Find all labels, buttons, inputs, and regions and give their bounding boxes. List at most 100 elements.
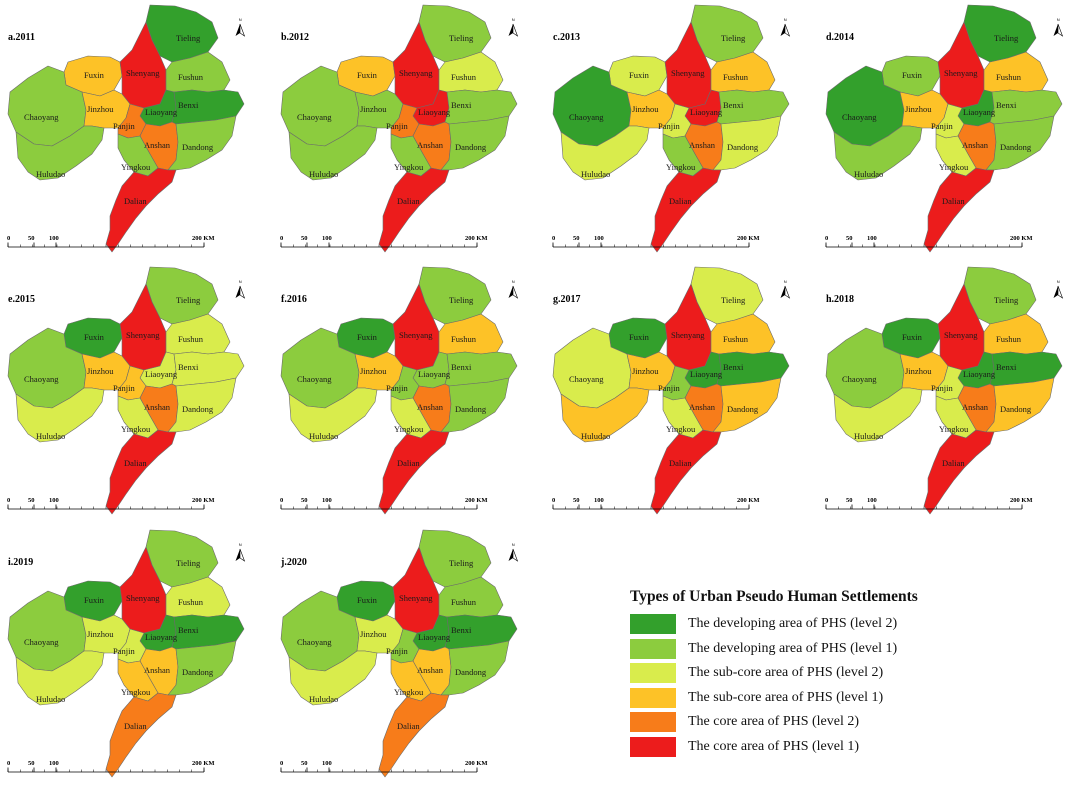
city-label-fuxin: Fuxin (357, 70, 378, 80)
region-dalian (378, 692, 450, 778)
legend-swatch (630, 663, 676, 684)
panel-title: c.2013 (553, 32, 580, 43)
legend-item-dev1: The developing area of PHS (level 1) (630, 637, 1030, 662)
scale-tick-label: 0 (825, 235, 828, 242)
scale-tick-label: 200 KM (1010, 497, 1033, 504)
scale-tick-label: 0 (825, 497, 828, 504)
city-label-fuxin: Fuxin (629, 70, 650, 80)
legend-items: The developing area of PHS (level 2) The … (630, 612, 1030, 759)
scale-tick-label: 0 (7, 235, 10, 242)
city-label-dandong: Dandong (182, 142, 214, 152)
city-label-jinzhou: Jinzhou (905, 104, 932, 114)
city-label-benxi: Benxi (996, 362, 1017, 372)
scale-tick-label: 50 (28, 235, 35, 242)
city-label-huludao: Huludao (581, 169, 610, 179)
scale-tick-label: 100 (867, 497, 877, 504)
city-label-fushun: Fushun (723, 72, 749, 82)
scale-tick-label: 0 (280, 760, 283, 767)
city-label-tieling: Tieling (721, 33, 746, 43)
scale-tick-label: 100 (49, 760, 59, 767)
scale-bar: 0 50 100 200 KM (7, 235, 215, 248)
city-label-chaoyang: Chaoyang (569, 112, 604, 122)
scale-tick-label: 50 (573, 497, 580, 504)
legend-item-dev2: The developing area of PHS (level 2) (630, 612, 1030, 637)
scale-tick-label: 200 KM (192, 497, 215, 504)
region-dalian (105, 167, 177, 253)
north-label: N (239, 279, 242, 284)
city-label-anshan: Anshan (144, 402, 171, 412)
map-panel-h-2018: h.2018 Tieling Fuxin Shenyang Fushun Chaoyang… (818, 262, 1065, 522)
region-dandong (712, 115, 782, 171)
city-label-huludao: Huludao (854, 431, 883, 441)
panel-title: g.2017 (553, 294, 581, 305)
legend-label: The core area of PHS (level 1) (688, 738, 860, 754)
city-label-liaoyang: Liaoyang (418, 632, 451, 642)
province-map: Tieling Fuxin Shenyang Fushun Chaoyang Jinzho… (7, 529, 246, 778)
city-label-panjin: Panjin (386, 646, 408, 656)
scale-tick-label: 100 (49, 235, 59, 242)
city-label-benxi: Benxi (451, 625, 472, 635)
panel-title: f.2016 (281, 294, 307, 305)
city-label-chaoyang: Chaoyang (842, 112, 877, 122)
city-label-panjin: Panjin (113, 121, 135, 131)
legend-label: The sub-core area of PHS (level 2) (688, 665, 884, 681)
city-label-fushun: Fushun (996, 334, 1022, 344)
province-map: Tieling Fuxin Shenyang Fushun Chaoyang Jinzho… (825, 266, 1064, 515)
city-label-dandong: Dandong (727, 142, 759, 152)
city-label-shenyang: Shenyang (399, 593, 433, 603)
scale-bar: 0 50 100 200 KM (280, 760, 488, 773)
north-label: N (784, 279, 787, 284)
city-label-liaoyang: Liaoyang (690, 369, 723, 379)
city-label-fuxin: Fuxin (84, 595, 105, 605)
city-label-tieling: Tieling (449, 33, 474, 43)
city-label-fuxin: Fuxin (629, 332, 650, 342)
region-dandong (985, 115, 1055, 171)
north-label: N (512, 17, 515, 22)
city-label-panjin: Panjin (113, 646, 135, 656)
north-arrow-icon: N (1053, 279, 1064, 299)
city-label-shenyang: Shenyang (944, 68, 978, 78)
scale-bar: 0 50 100 200 KM (825, 235, 1033, 248)
city-label-fushun: Fushun (178, 72, 204, 82)
city-label-dandong: Dandong (1000, 404, 1032, 414)
city-label-huludao: Huludao (36, 169, 65, 179)
north-label: N (239, 542, 242, 547)
region-huludao (15, 125, 105, 181)
city-label-dandong: Dandong (455, 142, 487, 152)
city-label-panjin: Panjin (386, 383, 408, 393)
scale-tick-label: 200 KM (737, 497, 760, 504)
scale-tick-label: 100 (322, 760, 332, 767)
region-dandong (167, 115, 237, 171)
city-label-panjin: Panjin (113, 383, 135, 393)
scale-tick-label: 200 KM (465, 235, 488, 242)
city-label-tieling: Tieling (176, 295, 201, 305)
city-label-benxi: Benxi (178, 625, 199, 635)
city-label-yingkou: Yingkou (121, 687, 151, 697)
city-label-fushun: Fushun (451, 597, 477, 607)
city-label-yingkou: Yingkou (666, 162, 696, 172)
city-label-fushun: Fushun (451, 334, 477, 344)
region-dalian (105, 692, 177, 778)
city-label-dalian: Dalian (397, 458, 420, 468)
city-label-liaoyang: Liaoyang (963, 107, 996, 117)
north-arrow-icon: N (508, 279, 519, 299)
city-label-dalian: Dalian (942, 458, 965, 468)
city-label-fuxin: Fuxin (357, 595, 378, 605)
city-label-huludao: Huludao (36, 694, 65, 704)
city-label-fushun: Fushun (996, 72, 1022, 82)
legend-swatch (630, 638, 676, 659)
city-label-shenyang: Shenyang (126, 68, 160, 78)
city-label-huludao: Huludao (309, 169, 338, 179)
city-label-liaoyang: Liaoyang (418, 107, 451, 117)
map-panel-a-2011: a.2011 Tieling Fuxin Shenyang Fushun Chaoyang… (0, 0, 262, 260)
scale-tick-label: 50 (28, 760, 35, 767)
legend-title: Types of Urban Pseudo Human Settlements (630, 588, 918, 605)
city-label-liaoyang: Liaoyang (145, 107, 178, 117)
city-label-jinzhou: Jinzhou (632, 104, 659, 114)
legend-label: The core area of PHS (level 2) (688, 714, 860, 730)
region-huludao (833, 387, 923, 443)
scale-bar: 0 50 100 200 KM (825, 497, 1033, 510)
city-label-tieling: Tieling (176, 558, 201, 568)
city-label-dalian: Dalian (124, 458, 147, 468)
panel-title: e.2015 (8, 294, 35, 305)
